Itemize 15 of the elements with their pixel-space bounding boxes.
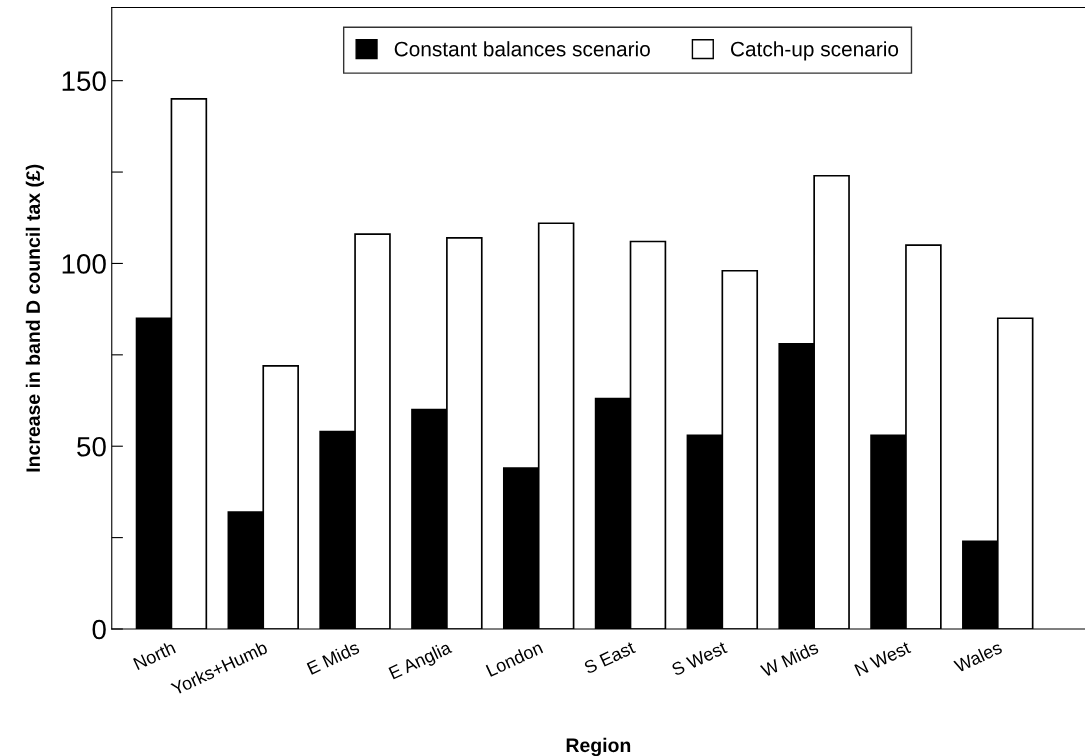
- y-tick-label: 100: [62, 254, 106, 274]
- x-tick-label: E Anglia: [388, 640, 454, 683]
- x-tick-label: Wales: [953, 640, 1003, 673]
- legend-label: Catch-up scenario: [730, 41, 899, 61]
- y-tick-label: 50: [77, 436, 106, 457]
- x-tick-label: S East: [583, 640, 636, 675]
- y-tick-label: 0: [92, 619, 106, 640]
- y-tick-label: 150: [62, 71, 106, 92]
- x-tick-label: N West: [854, 640, 912, 677]
- x-tick-label: S West: [670, 640, 728, 677]
- x-axis-title: Region: [566, 737, 631, 756]
- x-tick-label: E Mids: [306, 640, 361, 675]
- x-tick-label: W Mids: [759, 640, 820, 678]
- legend-label: Constant balances scenario: [394, 41, 650, 57]
- y-axis-title: Increase in band D council tax (£): [25, 164, 44, 472]
